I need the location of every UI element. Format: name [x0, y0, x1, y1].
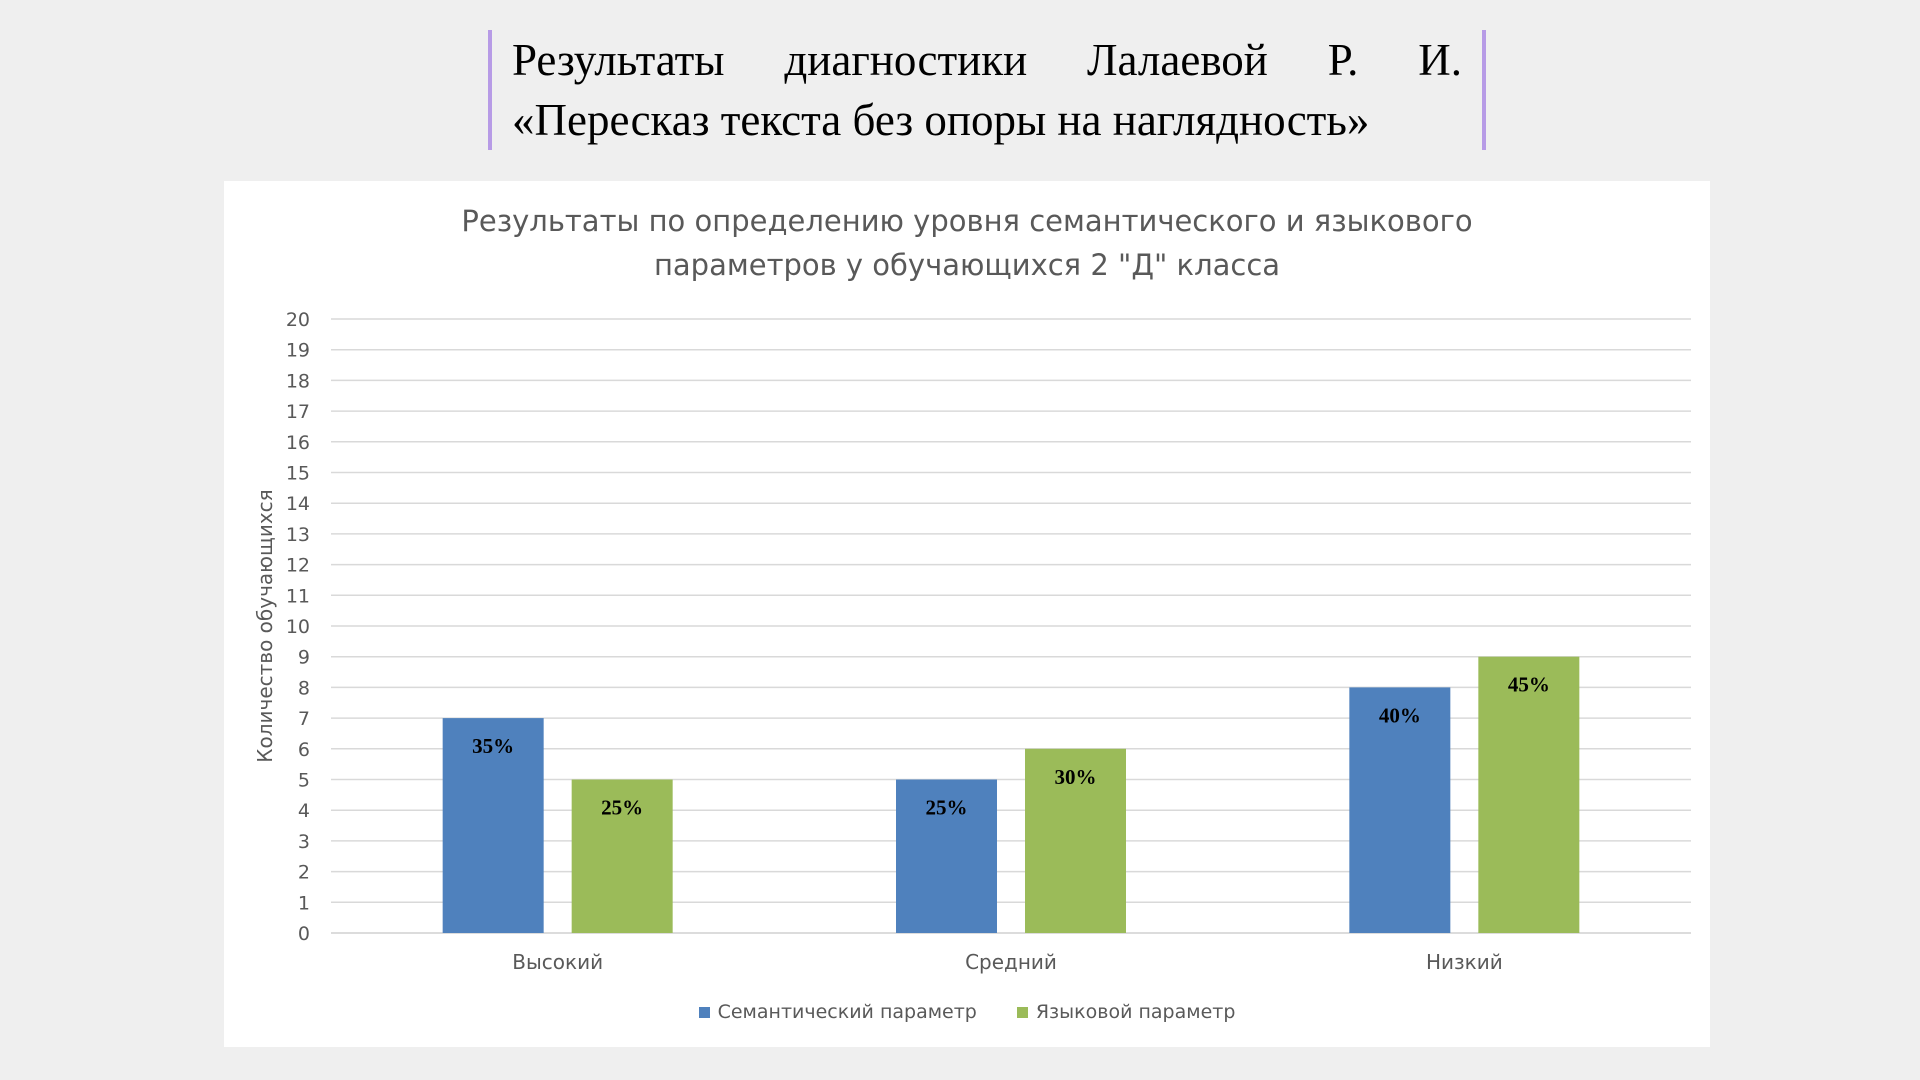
y-tick-label: 13 — [286, 524, 310, 546]
chart-card: Результаты по определению уровня семанти… — [224, 181, 1710, 1047]
bar-data-label: 40% — [1379, 703, 1421, 727]
legend-item: Языковой параметр — [1016, 1001, 1236, 1023]
y-tick-label: 12 — [286, 555, 310, 577]
x-tick-label: Низкий — [1426, 950, 1503, 974]
y-tick-label: 4 — [298, 800, 310, 822]
bar — [571, 779, 673, 933]
bar-data-label: 45% — [1508, 673, 1550, 697]
slide-title-line-2: «Пересказ текста без опоры на наглядност… — [512, 95, 1370, 145]
y-tick-label: 1 — [298, 892, 310, 914]
y-tick-label: 5 — [298, 770, 310, 792]
y-tick-label: 8 — [298, 677, 310, 699]
bar — [1025, 748, 1126, 933]
y-tick-label: 2 — [298, 862, 310, 884]
bar — [1478, 656, 1580, 933]
y-tick-label: 9 — [298, 647, 310, 669]
bar-data-label: 25% — [601, 796, 643, 820]
bar — [442, 718, 544, 933]
y-tick-label: 15 — [286, 463, 310, 485]
bar — [896, 779, 997, 933]
y-tick-label: 11 — [286, 585, 310, 607]
x-tick-label: Средний — [965, 950, 1057, 974]
bar-data-label: 25% — [926, 796, 968, 820]
y-tick-label: 16 — [286, 432, 310, 454]
y-tick-label: 18 — [286, 370, 310, 392]
chart-title-line-2: параметров у обучающихся 2 "Д" класса — [653, 248, 1281, 282]
y-tick-label: 6 — [298, 739, 310, 761]
chart-legend: Семантический параметр Языковой параметр — [224, 1001, 1710, 1023]
slide-title: Результаты диагностики Лалаевой Р. И. «П… — [488, 30, 1486, 150]
bar-chart: 01234567891011121314151617181920Количест… — [253, 309, 1691, 974]
legend-label: Семантический параметр — [717, 1001, 977, 1023]
y-tick-label: 19 — [286, 340, 310, 362]
y-tick-label: 7 — [298, 708, 310, 730]
y-tick-label: 3 — [298, 831, 310, 853]
y-axis-label: Количество обучающихся — [253, 489, 277, 762]
legend-item: Семантический параметр — [698, 1001, 977, 1023]
legend-label: Языковой параметр — [1035, 1001, 1236, 1023]
slide-title-line-1: Результаты диагностики Лалаевой Р. И. — [512, 35, 1462, 85]
y-tick-label: 17 — [286, 401, 310, 423]
y-tick-label: 10 — [286, 616, 310, 638]
y-tick-label: 14 — [286, 493, 310, 515]
bar — [1349, 687, 1451, 933]
bar-data-label: 35% — [472, 734, 514, 758]
chart-title: Результаты по определению уровня семанти… — [224, 199, 1710, 287]
y-tick-label: 0 — [298, 923, 310, 945]
chart-title-line-1: Результаты по определению уровня семанти… — [461, 204, 1473, 238]
y-tick-label: 20 — [286, 309, 310, 331]
legend-swatch — [1016, 1006, 1028, 1018]
x-tick-label: Высокий — [512, 950, 603, 974]
legend-swatch — [698, 1006, 710, 1018]
bar-data-label: 30% — [1055, 765, 1097, 789]
